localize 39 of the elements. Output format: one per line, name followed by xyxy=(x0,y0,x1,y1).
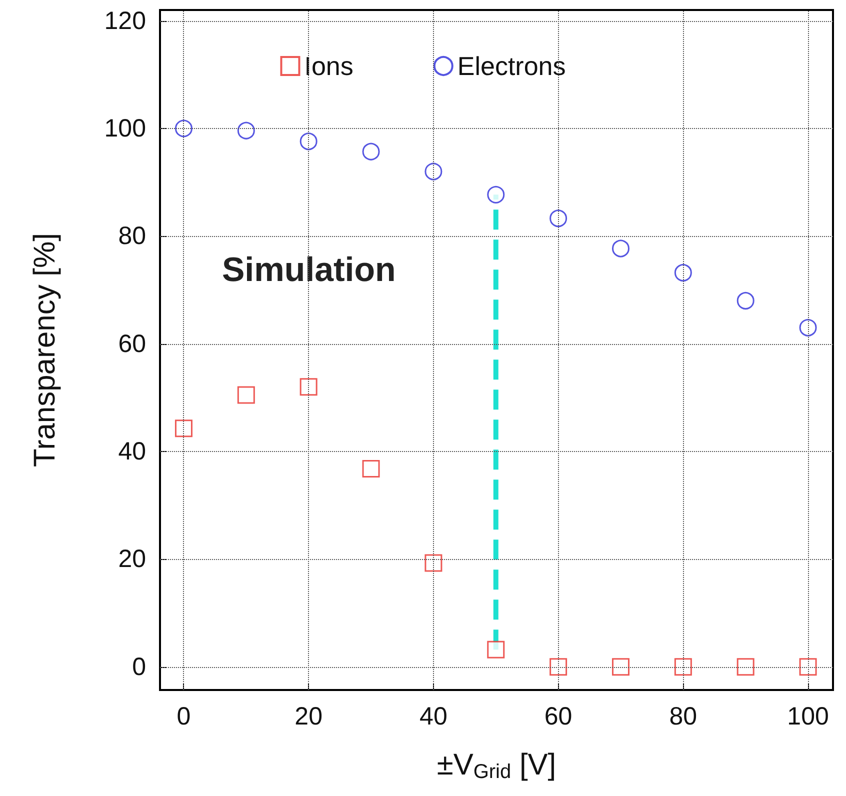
point xyxy=(550,210,568,228)
point xyxy=(736,292,754,310)
point xyxy=(174,420,192,438)
y-tick-label: 60 xyxy=(118,330,146,358)
point xyxy=(674,658,692,676)
annotation: Simulation xyxy=(222,251,396,289)
point xyxy=(424,162,442,180)
point xyxy=(550,658,568,676)
point xyxy=(237,122,255,140)
point xyxy=(300,132,318,150)
y-axis-title: Transparency [%] xyxy=(28,233,62,467)
point xyxy=(362,460,380,478)
point xyxy=(612,658,630,676)
point xyxy=(487,186,505,204)
x-tick-label: 60 xyxy=(544,702,572,730)
x-tick-label: 20 xyxy=(294,702,322,730)
x-tick-label: 40 xyxy=(420,702,448,730)
point xyxy=(799,318,817,336)
y-tick-label: 20 xyxy=(118,545,146,574)
point xyxy=(424,554,442,572)
point xyxy=(487,640,505,658)
point xyxy=(237,386,255,404)
point xyxy=(674,264,692,282)
x-tick-label: 100 xyxy=(787,702,829,730)
x-tick-label: 80 xyxy=(669,702,698,730)
y-tick-label: 40 xyxy=(118,437,146,466)
point xyxy=(174,120,192,138)
legend-label: Ions xyxy=(304,51,354,81)
point xyxy=(736,658,754,676)
point xyxy=(362,142,380,160)
x-tick-label: 0 xyxy=(176,702,191,730)
legend-label: Electrons xyxy=(457,51,566,81)
point xyxy=(300,378,318,396)
y-tick-label: 80 xyxy=(118,222,146,250)
point xyxy=(799,658,817,676)
point xyxy=(612,240,630,258)
y-tick-label: 100 xyxy=(104,114,146,142)
y-tick-label: 0 xyxy=(132,652,146,681)
y-tick-label: 120 xyxy=(104,6,146,35)
